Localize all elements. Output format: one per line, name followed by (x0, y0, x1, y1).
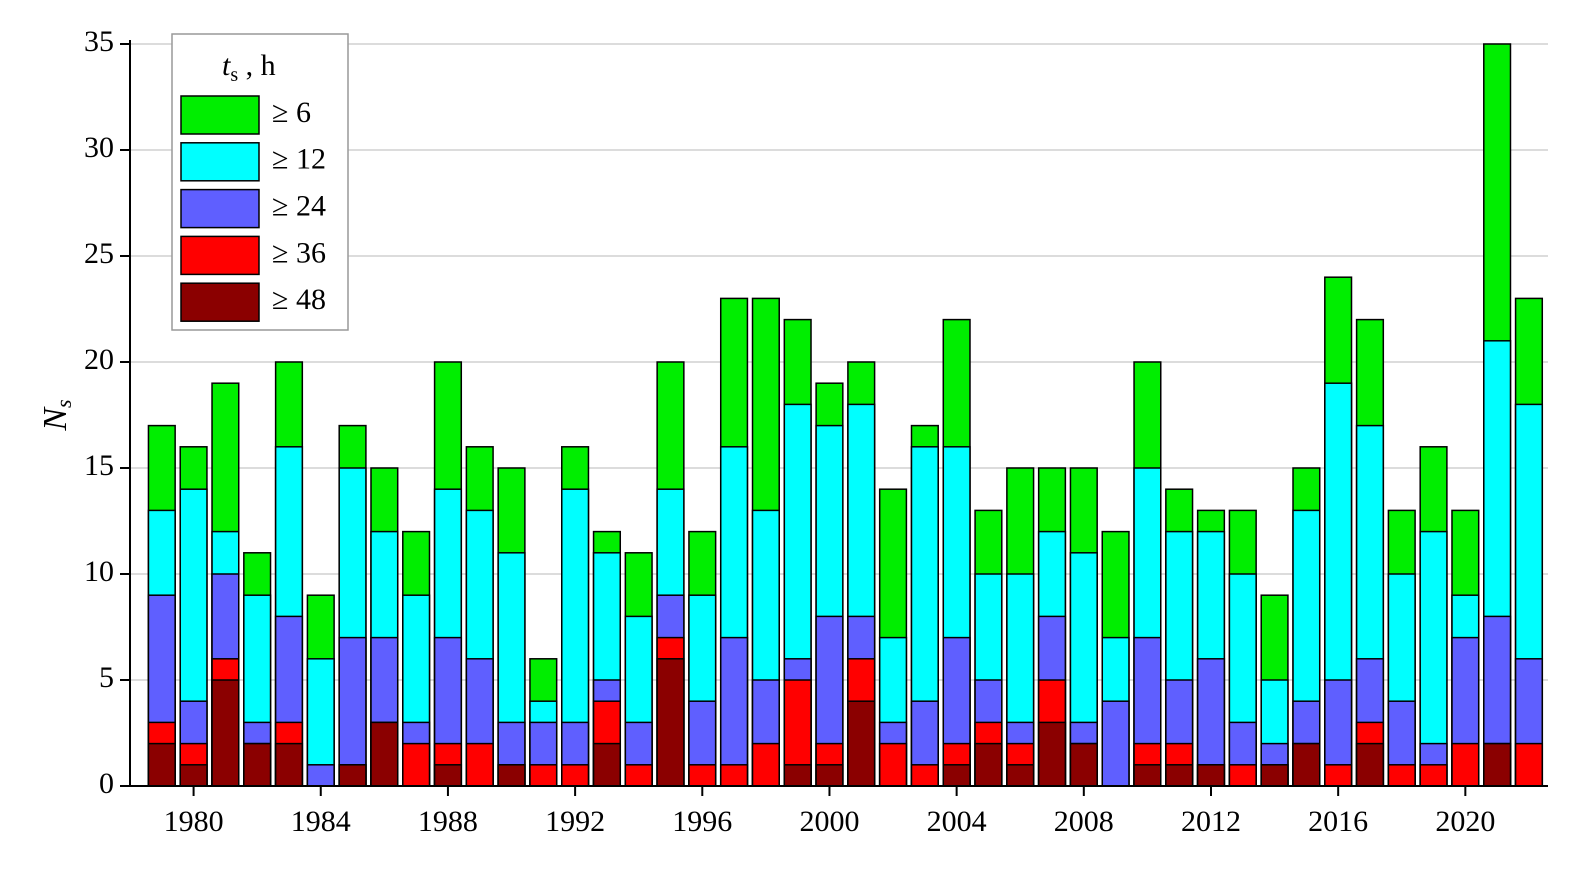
bar (243, 742, 272, 787)
bar (1006, 764, 1035, 787)
bar (910, 764, 939, 787)
bar (1355, 742, 1385, 787)
bar (719, 764, 749, 787)
bar (147, 742, 176, 787)
bar (1260, 764, 1289, 787)
x-tick-label: 1988 (418, 805, 478, 838)
bar (1387, 764, 1416, 787)
legend-swatch (180, 282, 260, 322)
legend-label: ≥ 12 (272, 143, 326, 176)
legend-box (171, 33, 349, 331)
y-axis-label: Ns (37, 399, 76, 431)
bar (688, 764, 717, 787)
bar (561, 764, 590, 787)
y-tick-label: 0 (99, 767, 114, 800)
bar (179, 764, 208, 787)
x-tick-label: 2016 (1308, 805, 1368, 838)
bar (1196, 764, 1226, 787)
bar (274, 742, 304, 787)
bar (1037, 721, 1067, 787)
bar (751, 742, 780, 787)
bar (433, 764, 463, 787)
y-tick-label: 15 (84, 449, 114, 482)
bar (211, 679, 240, 787)
bar (338, 764, 367, 787)
legend-swatch (180, 95, 260, 135)
bar (815, 764, 844, 787)
legend-label: ≥ 24 (272, 189, 326, 222)
legend-title: ts , h (222, 49, 276, 86)
bar (465, 742, 494, 787)
x-tick-label: 1992 (545, 805, 605, 838)
legend-swatch (180, 188, 260, 229)
bar (878, 742, 908, 787)
bar (1228, 764, 1257, 787)
bar (1133, 764, 1162, 787)
y-tick-label: 30 (84, 131, 114, 164)
bar (370, 721, 399, 787)
legend-label: ≥ 6 (272, 96, 311, 129)
bar (1292, 742, 1321, 787)
x-tick-label: 2008 (1054, 805, 1114, 838)
y-tick-label: 35 (84, 25, 114, 58)
legend-title-unit: , h (238, 49, 276, 82)
legend-label: ≥ 48 (272, 283, 326, 316)
y-tick-label: 20 (84, 343, 114, 376)
bar (847, 700, 876, 787)
bar (974, 742, 1003, 787)
bar (497, 764, 526, 787)
y-tick-label: 5 (99, 661, 114, 694)
x-tick-label: 1980 (164, 805, 224, 838)
y-tick-label: 10 (84, 555, 114, 588)
x-tick-label: 2020 (1435, 805, 1495, 838)
bar (1101, 700, 1130, 787)
bar (1324, 764, 1353, 787)
bar (529, 764, 558, 787)
bar (1419, 764, 1448, 787)
bar (1483, 742, 1512, 787)
bar (592, 742, 622, 787)
x-tick-label: 2012 (1181, 805, 1241, 838)
legend-label: ≥ 36 (272, 236, 326, 269)
bar (719, 636, 749, 787)
x-tick-label: 2004 (927, 805, 987, 838)
x-tick-label: 1996 (672, 805, 732, 838)
legend-title-symbol: t (222, 49, 231, 82)
y-tick-label: 25 (84, 237, 114, 270)
bar (942, 764, 971, 787)
x-tick-label: 2000 (799, 805, 859, 838)
bar (1165, 764, 1194, 787)
bar (338, 636, 367, 787)
legend-swatch (180, 142, 260, 182)
bar (306, 764, 335, 787)
legend-swatch (180, 235, 260, 276)
bar (783, 764, 812, 787)
bar (1451, 742, 1480, 787)
bar (624, 764, 653, 787)
x-tick-label: 1984 (291, 805, 351, 838)
bar (402, 742, 431, 787)
bar (1069, 742, 1098, 787)
bar (1514, 742, 1544, 787)
legend-title-subscript: s (230, 64, 238, 86)
y-label-symbol: N (37, 406, 74, 432)
bar (656, 658, 685, 787)
y-label-subscript: s (51, 399, 76, 408)
